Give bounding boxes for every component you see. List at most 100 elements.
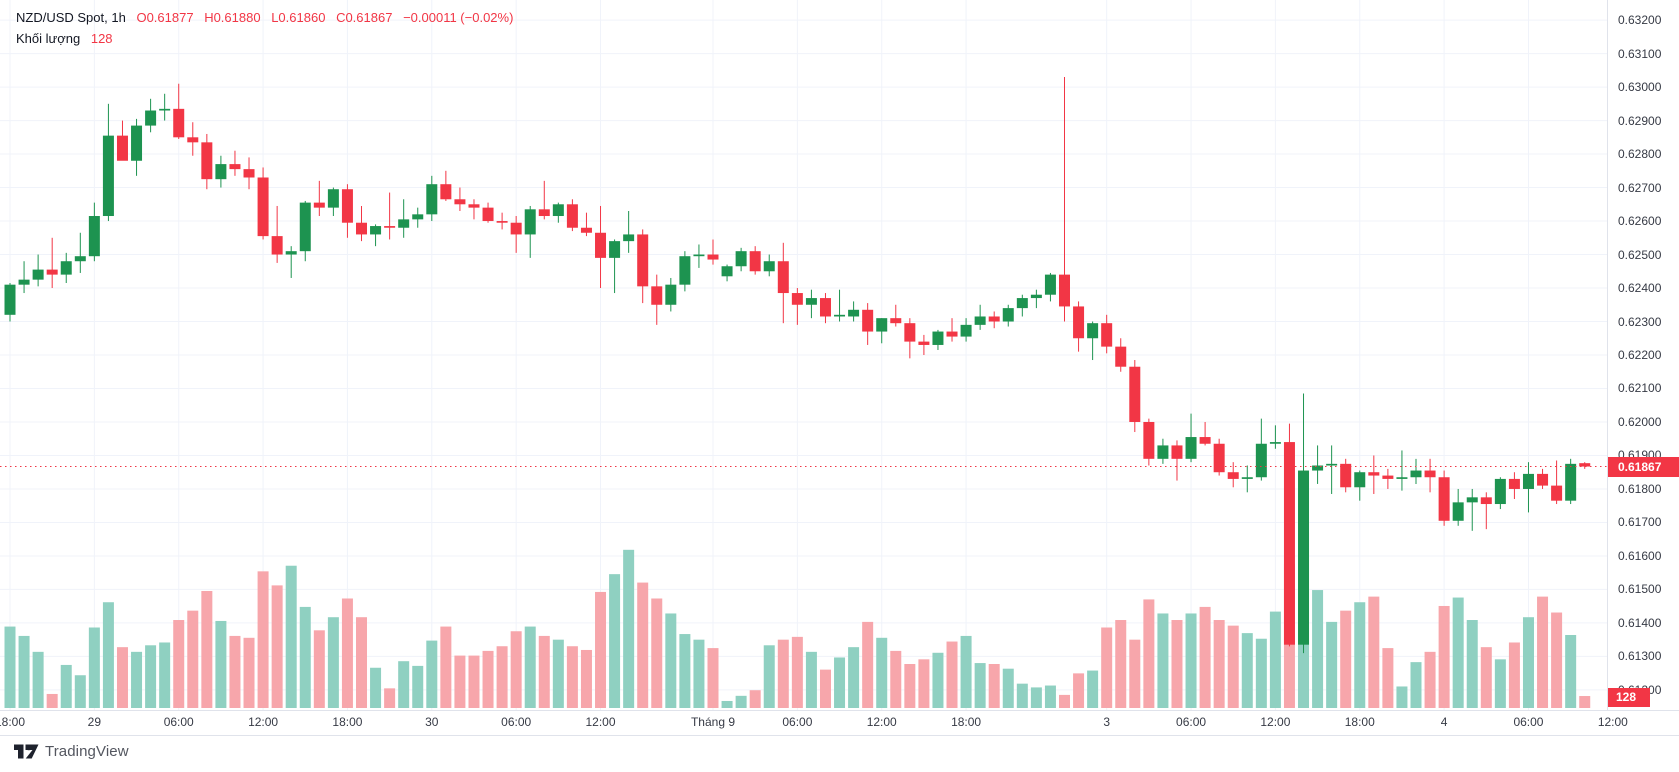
candle-body xyxy=(482,207,494,222)
candle-body xyxy=(1016,298,1028,309)
volume-bar xyxy=(595,591,607,708)
candle-body xyxy=(1565,463,1577,501)
candle-body xyxy=(173,108,185,138)
candle-body xyxy=(721,266,733,277)
candle-body xyxy=(341,189,353,223)
time-axis-label: 06:00 xyxy=(163,715,194,729)
symbol-title[interactable]: NZD/USD Spot, 1h xyxy=(16,10,126,25)
volume-bar xyxy=(285,565,297,708)
volume-bar xyxy=(721,700,733,708)
candle-body xyxy=(32,269,44,280)
volume-bar xyxy=(1129,639,1141,708)
time-axis[interactable]: 18:00 29 06:00 12:00 18:00 30 06:00 12:00 Tháng … xyxy=(0,710,1679,736)
volume-bar xyxy=(609,574,621,708)
candle-body xyxy=(1129,366,1141,422)
candle-body xyxy=(215,164,227,180)
time-axis-label: 12:00 xyxy=(866,715,897,729)
volume-bar xyxy=(299,606,311,708)
volume-bar xyxy=(1551,612,1563,708)
volume-bar xyxy=(1537,596,1549,708)
candle-body xyxy=(1298,470,1310,645)
tradingview-attribution-text: TradingView xyxy=(45,743,129,760)
volume-bar xyxy=(1466,620,1478,708)
volume-bar xyxy=(566,646,578,708)
price-axis-label: 0.61600 xyxy=(1618,548,1662,563)
legend-symbol-row: NZD/USD Spot, 1h O0.61877 H0.61880 L0.61… xyxy=(16,7,513,28)
candle-body xyxy=(1255,443,1267,478)
volume-bar xyxy=(960,635,972,708)
candle-body xyxy=(552,204,564,217)
candle-body xyxy=(1312,465,1324,471)
volume-bar xyxy=(271,585,283,708)
candle-body xyxy=(1157,445,1169,459)
candle-body xyxy=(1087,323,1099,339)
ohlc-high: H0.61880 xyxy=(204,10,261,25)
volume-bar xyxy=(313,630,325,708)
volume-bar xyxy=(1522,617,1534,708)
candle-body xyxy=(145,110,157,126)
candle-body xyxy=(229,164,241,170)
candle-body xyxy=(524,209,536,235)
volume-bar xyxy=(946,641,958,708)
candle-body xyxy=(1354,472,1366,488)
candle-body xyxy=(257,177,269,237)
time-axis-label: 12:00 xyxy=(1597,715,1628,729)
volume-bar xyxy=(60,664,72,708)
price-axis-label: 0.61800 xyxy=(1618,481,1662,496)
candle-body xyxy=(1213,443,1225,473)
candle-body xyxy=(1073,306,1085,339)
candle-body xyxy=(384,226,396,228)
candle-body xyxy=(763,261,775,272)
candle-body xyxy=(412,214,424,220)
price-axis[interactable]: 0.63200 0.63100 0.63000 0.62900 0.62800 0.627… xyxy=(1607,0,1679,734)
candle-body xyxy=(1044,274,1056,295)
time-axis-label: 12:00 xyxy=(1260,715,1291,729)
candle-body xyxy=(1326,463,1338,466)
candle-body xyxy=(1382,475,1394,479)
volume-bar xyxy=(1340,610,1352,708)
candle-body xyxy=(327,189,339,208)
price-axis-label: 0.62200 xyxy=(1618,348,1662,362)
volume-bar xyxy=(735,695,747,708)
volume-bar xyxy=(201,591,213,708)
volume-bar xyxy=(988,664,1000,708)
price-axis-label: 0.61300 xyxy=(1618,649,1662,664)
volume-bar xyxy=(1579,696,1591,708)
volume-bar xyxy=(229,635,241,708)
volume-bar xyxy=(18,635,30,708)
volume-bar xyxy=(637,582,649,708)
volume-bar xyxy=(1185,613,1197,708)
volume-bar xyxy=(1199,606,1211,708)
volume-bar xyxy=(707,648,719,708)
current-volume-badge: 128 xyxy=(1608,688,1650,707)
price-axis-label: 0.61400 xyxy=(1618,615,1662,630)
time-axis-label: 4 xyxy=(1440,715,1448,729)
ohlc-close: C0.61867 xyxy=(336,10,393,25)
time-axis-label: 06:00 xyxy=(1176,715,1207,729)
candle-body xyxy=(60,261,72,275)
candle-body xyxy=(285,251,297,255)
candle-body xyxy=(707,254,719,260)
ohlc-open: O0.61877 xyxy=(136,10,194,25)
candle-body xyxy=(243,169,255,178)
candle-body xyxy=(1466,497,1478,503)
volume-bar xyxy=(145,645,157,708)
volume-bar xyxy=(243,637,255,708)
volume-bar xyxy=(440,626,452,708)
candle-body xyxy=(1579,463,1591,467)
volume-bar xyxy=(1565,634,1577,708)
volume-bar xyxy=(482,650,494,708)
candle-body xyxy=(1241,477,1253,479)
candle-body xyxy=(749,251,761,272)
candle-body xyxy=(440,184,452,200)
candle-body xyxy=(580,227,592,233)
volume-bar xyxy=(791,636,803,708)
legend-volume-row: Khối lượng 128 xyxy=(16,28,513,49)
candle-body xyxy=(4,284,16,315)
time-axis-label: 18:00 xyxy=(332,715,363,729)
tradingview-attribution[interactable]: TradingView xyxy=(14,743,129,760)
volume-indicator-label[interactable]: Khối lượng xyxy=(16,31,81,46)
volume-bar xyxy=(454,655,466,708)
volume-bar xyxy=(651,598,663,708)
